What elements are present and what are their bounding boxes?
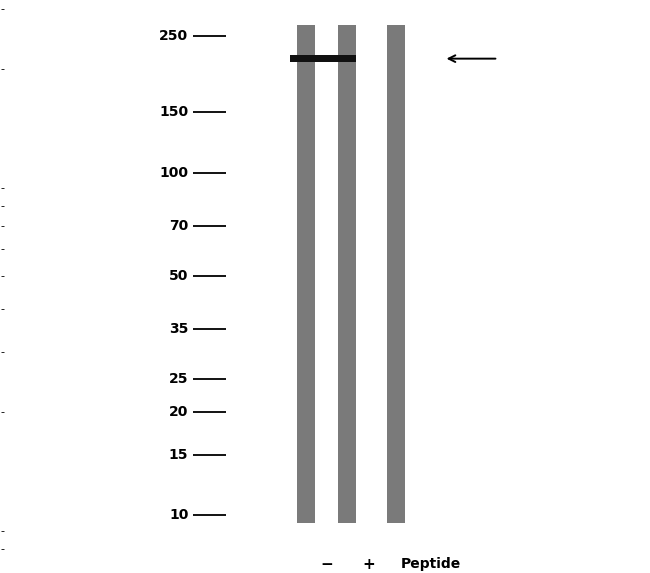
Text: 70: 70 — [169, 219, 188, 233]
Text: 25: 25 — [169, 372, 188, 386]
Text: 15: 15 — [169, 448, 188, 462]
Bar — [297, 25, 315, 523]
Text: Peptide: Peptide — [401, 558, 461, 571]
Text: −: − — [320, 557, 333, 572]
Text: 10: 10 — [169, 508, 188, 523]
Text: 20: 20 — [169, 405, 188, 419]
Text: 35: 35 — [169, 322, 188, 336]
Text: +: + — [362, 557, 375, 572]
Text: 100: 100 — [159, 166, 188, 179]
Bar — [339, 25, 356, 523]
Text: 50: 50 — [169, 269, 188, 283]
Text: 150: 150 — [159, 105, 188, 119]
Bar — [387, 25, 404, 523]
Bar — [290, 56, 356, 62]
Text: 250: 250 — [159, 29, 188, 43]
